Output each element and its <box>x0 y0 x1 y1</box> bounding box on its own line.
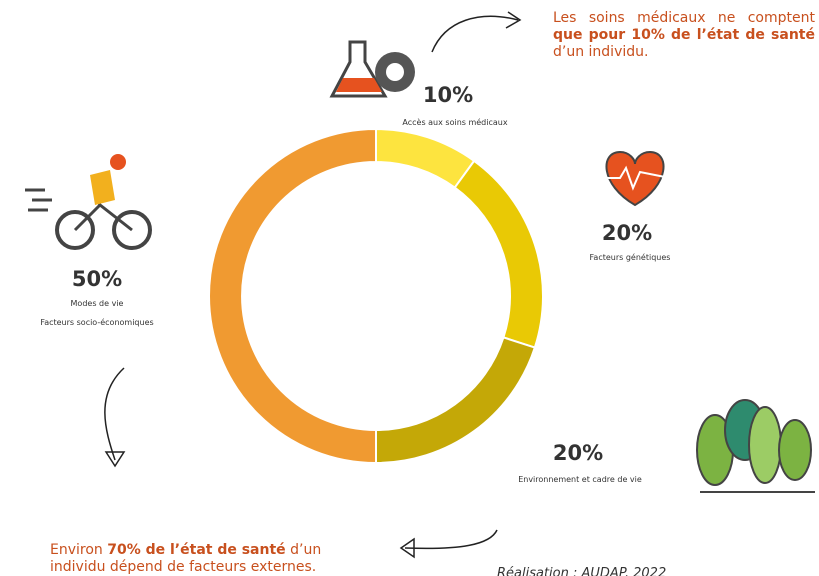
category-label: Environnement et cadre de vie <box>518 475 642 484</box>
value-label: 50% <box>72 267 122 291</box>
note-text: Les soins médicaux ne comptent <box>553 10 815 26</box>
donut-segment <box>208 127 377 465</box>
arrow-head <box>104 451 126 468</box>
note-bottom: Environ 70% de l’état de santé d’un indi… <box>50 542 360 576</box>
arrow-head <box>505 11 522 29</box>
cyclist-icon <box>25 154 152 250</box>
category-label: Modes de vie <box>71 299 124 308</box>
category-note: Facteurs socio-économiques <box>40 317 153 327</box>
note-text: d’un individu. <box>553 44 649 60</box>
trees-icon <box>696 399 815 493</box>
donut-segment <box>375 127 476 189</box>
flask-icon <box>329 40 415 98</box>
heart-icon <box>600 150 671 207</box>
arrow <box>431 15 519 53</box>
note-text: d’un individu dépend de facteurs externe… <box>50 542 322 575</box>
arrow-head <box>399 537 415 559</box>
category-label: Accès aux soins médicaux <box>402 117 507 127</box>
arrow <box>104 367 125 461</box>
note-text: Environ <box>50 542 108 558</box>
arrow <box>404 529 498 550</box>
note-text: 70% de l’état de santé <box>107 542 286 558</box>
category-label: Facteurs génétiques <box>590 252 671 262</box>
donut-segment <box>453 159 544 349</box>
value-label: 20% <box>602 221 652 245</box>
note-text: que pour 10% de l’état de santé <box>553 27 815 43</box>
donut-segment <box>375 336 537 465</box>
note-top: Les soins médicaux ne comptent que pour … <box>553 10 815 61</box>
value-label: 10% <box>423 83 473 107</box>
source: Réalisation : AUDAP, 2022 <box>497 566 667 576</box>
value-label: 20% <box>553 441 603 465</box>
